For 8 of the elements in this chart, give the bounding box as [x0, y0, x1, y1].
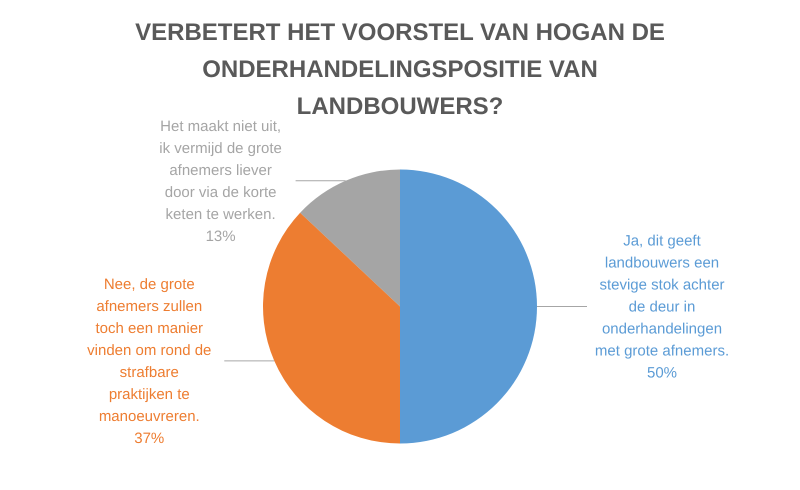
chart-title: VERBETERT HET VOORSTEL VAN HOGAN DE ONDERHANDELINGSPOSITIE VAN LANDBOUWERS?	[135, 18, 665, 120]
pie-slice	[400, 170, 537, 444]
slice-label: Nee, de grote afnemers zullen toch een manier vinden om rond de strafbare praktijken te manoeuvreren.	[87, 276, 212, 425]
slice-label: Ja, dit geeft landbouwers een stevige stok achter de deur in onderhandelingen met grote afnemers.	[594, 232, 730, 360]
data-label: 13%	[206, 228, 236, 245]
data-label: 50%	[646, 364, 678, 382]
slice-label: Het maakt niet uit, ik vermijd de grote afnemers liever door via de korte keten te werken.	[159, 118, 282, 223]
data-label: 37%	[134, 430, 164, 447]
